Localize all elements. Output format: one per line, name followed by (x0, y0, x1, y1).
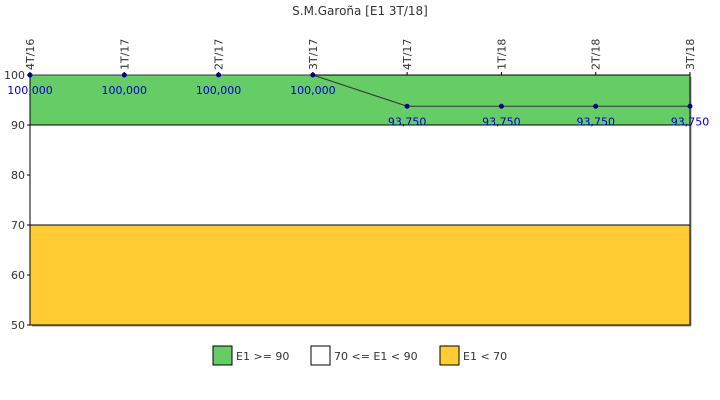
data-point-0-5 (498, 103, 504, 109)
data-point-0-6 (593, 103, 599, 109)
y-tick-label-4: 90 (11, 119, 25, 132)
band-2 (30, 225, 690, 325)
data-point-0-4 (404, 103, 410, 109)
data-label-0-0: 100,000 (7, 84, 53, 97)
data-label-0-6: 93,750 (576, 115, 615, 128)
series-layer (27, 72, 693, 109)
data-label-0-2: 100,000 (196, 84, 242, 97)
data-label-0-5: 93,750 (482, 115, 521, 128)
band-1 (30, 125, 690, 225)
y-tick-label-5: 100 (4, 69, 25, 82)
data-label-0-3: 100,000 (290, 84, 336, 97)
data-point-0-0 (27, 72, 33, 78)
legend: E1 >= 90 70 <= E1 < 90 E1 < 70 (212, 345, 507, 366)
legend-label-0: E1 >= 90 (236, 350, 289, 363)
chart-title: S.M.Garoña [E1 3T/18] (292, 4, 428, 18)
x-tick-label-6: 2T/18 (590, 39, 603, 70)
y-tick-label-1: 60 (11, 269, 25, 282)
threshold-bands (30, 74, 690, 325)
y-tick-label-0: 50 (11, 319, 25, 332)
x-tick-label-3: 3T/17 (307, 39, 320, 70)
legend-label-2: E1 < 70 (463, 350, 507, 363)
y-tick-label-2: 70 (11, 219, 25, 232)
data-label-0-7: 93,750 (671, 115, 710, 128)
plot-frame (29, 74, 691, 326)
data-point-0-2 (216, 72, 222, 78)
data-point-0-7 (687, 103, 693, 109)
data-label-0-4: 93,750 (388, 115, 427, 128)
legend-swatch-0 (212, 345, 233, 366)
band-0 (30, 75, 690, 125)
x-tick-label-0: 4T/16 (24, 39, 37, 70)
data-label-0-1: 100,000 (102, 84, 148, 97)
y-tick-label-3: 80 (11, 169, 25, 182)
x-tick-label-1: 1T/17 (118, 39, 131, 70)
legend-swatch-2 (439, 345, 460, 366)
data-point-0-1 (121, 72, 127, 78)
data-point-0-3 (310, 72, 316, 78)
series-line-0 (30, 74, 690, 107)
legend-label-1: 70 <= E1 < 90 (334, 350, 418, 363)
x-tick-label-5: 1T/18 (495, 39, 508, 70)
data-labels: 100,000 100,000 100,000 100,000 93,750 93,750… (7, 84, 709, 128)
x-tick-label-4: 4T/17 (401, 39, 414, 70)
legend-swatch-1 (310, 345, 331, 366)
x-tick-label-7: 3T/18 (684, 39, 697, 70)
x-tick-label-2: 2T/17 (213, 39, 226, 70)
